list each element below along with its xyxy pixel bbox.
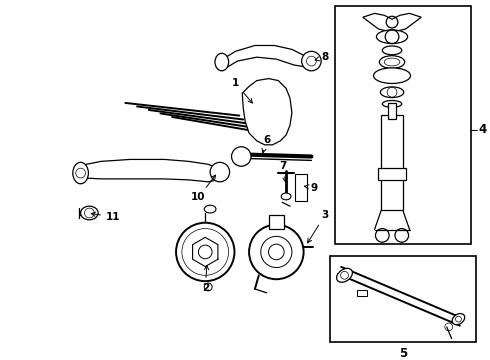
Circle shape xyxy=(176,223,235,281)
Ellipse shape xyxy=(376,30,408,44)
Text: 4: 4 xyxy=(479,123,487,136)
Bar xyxy=(388,103,396,118)
Bar xyxy=(330,256,476,342)
Polygon shape xyxy=(242,78,292,145)
Bar xyxy=(269,215,284,229)
Ellipse shape xyxy=(281,193,291,200)
Polygon shape xyxy=(220,45,313,67)
Ellipse shape xyxy=(81,206,98,220)
Circle shape xyxy=(302,51,321,71)
Circle shape xyxy=(249,225,304,279)
Bar xyxy=(335,5,471,244)
Polygon shape xyxy=(74,159,222,182)
Text: 3: 3 xyxy=(308,210,329,243)
Text: 8: 8 xyxy=(315,52,328,62)
Ellipse shape xyxy=(215,53,229,71)
Bar xyxy=(378,168,406,180)
Ellipse shape xyxy=(337,268,352,282)
Text: 5: 5 xyxy=(399,347,407,360)
Text: 9: 9 xyxy=(304,183,318,193)
Text: 10: 10 xyxy=(191,175,216,202)
Bar xyxy=(381,114,403,210)
Circle shape xyxy=(232,147,251,166)
Circle shape xyxy=(210,162,230,182)
Ellipse shape xyxy=(452,314,465,325)
Bar xyxy=(295,174,307,201)
Text: 11: 11 xyxy=(91,212,121,222)
Ellipse shape xyxy=(204,205,216,213)
Text: 1: 1 xyxy=(232,78,252,103)
Text: 7: 7 xyxy=(279,161,287,182)
Text: 6: 6 xyxy=(262,135,270,153)
Bar xyxy=(357,290,367,296)
Ellipse shape xyxy=(73,162,88,184)
Ellipse shape xyxy=(373,68,411,84)
Text: 2: 2 xyxy=(201,266,209,293)
Polygon shape xyxy=(363,13,421,31)
Ellipse shape xyxy=(380,87,404,98)
